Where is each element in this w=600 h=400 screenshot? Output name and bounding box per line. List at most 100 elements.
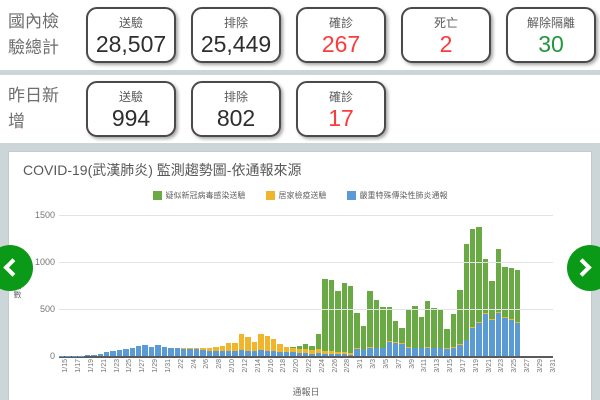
bar-2/19[interactable] (283, 215, 290, 356)
bar-3/14[interactable] (437, 215, 444, 356)
bar-1/18[interactable] (78, 215, 84, 356)
bar-1/15[interactable] (59, 215, 65, 356)
bar-2/3[interactable] (181, 215, 187, 356)
bar-segment (283, 346, 290, 353)
bar-3/25[interactable] (508, 215, 515, 356)
bar-2/23[interactable] (309, 215, 315, 356)
bar-1/27[interactable] (136, 215, 142, 356)
carousel-next-button[interactable] (567, 245, 600, 291)
bar-3/2[interactable] (360, 215, 367, 356)
bar-2/13[interactable] (245, 215, 251, 356)
bar-1/19[interactable] (84, 215, 91, 356)
bar-2/26[interactable] (328, 215, 335, 356)
x-axis-ticks: 1/15 1/17 1/19 1/21 1/23 1/25 1/27 1/29 1/31 2/2 2… (59, 356, 557, 378)
x-tick-label: 1/17 (75, 359, 83, 373)
bar-3/20[interactable] (476, 215, 482, 356)
bar-2/22[interactable] (303, 215, 309, 356)
bar-3/24[interactable] (502, 215, 508, 356)
bar-3/1[interactable] (354, 215, 360, 356)
bar-3/8[interactable] (399, 215, 405, 356)
bar-1/23[interactable] (110, 215, 116, 356)
bar-2/8[interactable] (213, 215, 219, 356)
bar-segment (360, 350, 367, 356)
bar-2/9[interactable] (219, 215, 226, 356)
bar-segment (245, 350, 251, 356)
bar-segment (290, 347, 296, 353)
x-tick-label: 2/6 (203, 359, 211, 369)
bar-3/22[interactable] (489, 215, 495, 356)
bar-2/24[interactable] (315, 215, 322, 356)
bar-segment (405, 347, 412, 356)
bar-2/15[interactable] (258, 215, 264, 356)
bar-3/3[interactable] (367, 215, 373, 356)
bar-segment (354, 348, 360, 350)
bar-segment (380, 348, 386, 356)
bar-2/4[interactable] (187, 215, 193, 356)
bar-1/21[interactable] (97, 215, 104, 356)
gridline (59, 262, 553, 263)
bar-2/11[interactable] (232, 215, 238, 356)
bar-3/11[interactable] (418, 215, 425, 356)
bar-segment (347, 352, 354, 355)
bar-2/16[interactable] (264, 215, 271, 356)
bar-3/7[interactable] (392, 215, 399, 356)
bar-2/7[interactable] (206, 215, 213, 356)
bar-1/22[interactable] (103, 215, 110, 356)
bar-3/4[interactable] (373, 215, 380, 356)
bar-2/1[interactable] (168, 215, 174, 356)
bar-1/24[interactable] (116, 215, 123, 356)
bar-1/20[interactable] (91, 215, 97, 356)
bar-3/12[interactable] (425, 215, 431, 356)
bar-2/14[interactable] (251, 215, 258, 356)
bar-2/6[interactable] (200, 215, 206, 356)
bar-2/28[interactable] (341, 215, 348, 356)
bar-2/20[interactable] (290, 215, 296, 356)
bar-3/21[interactable] (482, 215, 489, 356)
bar-1/26[interactable] (129, 215, 136, 356)
bar-3/18[interactable] (463, 215, 470, 356)
bar-2/21[interactable] (296, 215, 303, 356)
bar-2/17[interactable] (270, 215, 277, 356)
bar-1/16[interactable] (65, 215, 71, 356)
bar-2/18[interactable] (277, 215, 283, 356)
bar-2/27[interactable] (335, 215, 341, 356)
bar-segment (470, 229, 476, 327)
bar-1/28[interactable] (142, 215, 148, 356)
bar-3/17[interactable] (457, 215, 463, 356)
bar-3/31[interactable] (547, 215, 553, 356)
bar-segment (225, 343, 232, 351)
bar-2/12[interactable] (238, 215, 245, 356)
bar-segment (168, 347, 174, 356)
bar-2/25[interactable] (322, 215, 328, 356)
x-tick-label: 3/13 (434, 359, 442, 373)
bar-2/5[interactable] (193, 215, 200, 356)
bar-segment (303, 349, 309, 354)
bar-1/30[interactable] (155, 215, 161, 356)
bar-2/2[interactable] (174, 215, 181, 356)
bar-3/13[interactable] (431, 215, 437, 356)
bar-segment (148, 346, 155, 356)
stat-box-deaths-total: 死亡 2 (401, 7, 491, 63)
bar-3/15[interactable] (444, 215, 450, 356)
bar-segment (392, 342, 399, 356)
legend-label: 嚴重特殊傳染性肺炎通報 (359, 191, 448, 200)
bar-3/10[interactable] (412, 215, 418, 356)
x-tick-label: 3/5 (382, 359, 390, 369)
bar-segment (296, 346, 303, 349)
bar-3/23[interactable] (495, 215, 502, 356)
bar-2/10[interactable] (225, 215, 232, 356)
bar-3/9[interactable] (405, 215, 412, 356)
x-tick-label: 2/20 (293, 359, 301, 373)
bar-1/25[interactable] (123, 215, 129, 356)
bar-3/26[interactable] (514, 215, 521, 356)
bar-2/29[interactable] (347, 215, 354, 356)
bar-3/6[interactable] (386, 215, 393, 356)
bar-1/31[interactable] (161, 215, 168, 356)
bar-3/16[interactable] (450, 215, 457, 356)
bar-segment (309, 346, 315, 351)
bar-1/17[interactable] (71, 215, 78, 356)
bar-segment (412, 348, 418, 356)
bar-3/5[interactable] (380, 215, 386, 356)
bar-3/19[interactable] (470, 215, 476, 356)
bar-1/29[interactable] (148, 215, 155, 356)
